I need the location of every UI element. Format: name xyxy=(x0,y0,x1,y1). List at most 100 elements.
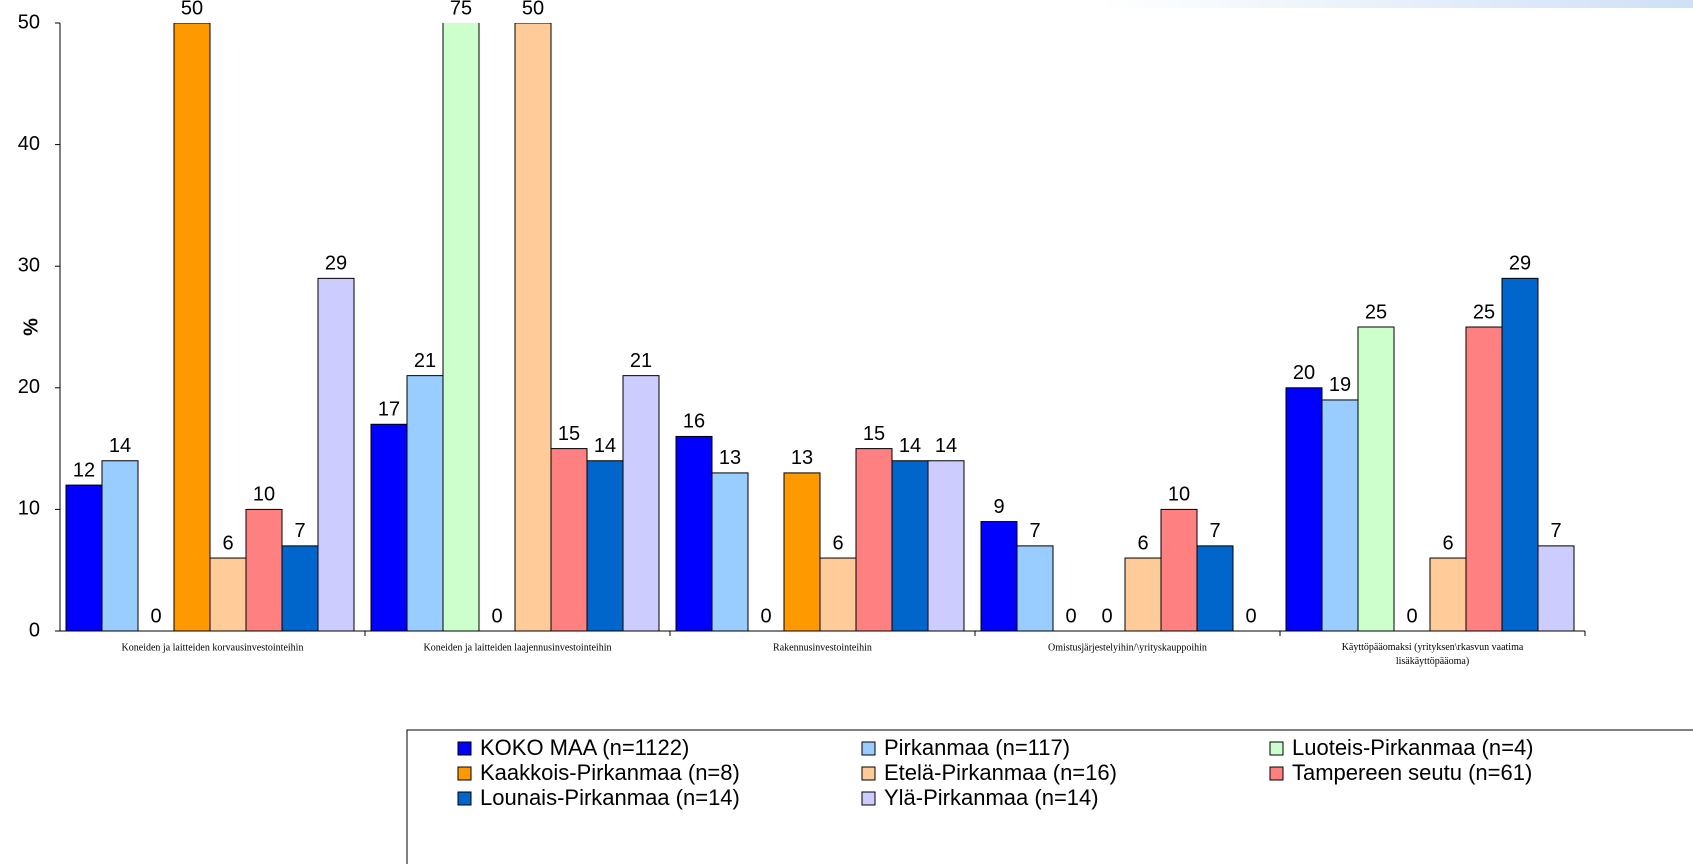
bar xyxy=(711,472,749,632)
value-label: 75 xyxy=(450,0,472,19)
value-label: 7 xyxy=(294,520,305,542)
bar xyxy=(1429,557,1467,632)
value-label: 29 xyxy=(325,253,347,275)
legend-swatch xyxy=(1269,766,1284,781)
value-label: 21 xyxy=(414,350,436,372)
x-tick-label: Koneiden ja laitteiden laajennusinvestoi… xyxy=(423,642,611,653)
bar xyxy=(1501,277,1539,632)
value-label: 6 xyxy=(832,532,843,554)
bar xyxy=(1465,326,1503,632)
value-label: 0 xyxy=(1065,605,1076,627)
bar xyxy=(245,508,283,632)
value-label: 6 xyxy=(222,532,233,554)
bar xyxy=(819,557,857,632)
legend-label: Etelä-Pirkanmaa (n=16) xyxy=(884,760,1117,785)
value-label: 16 xyxy=(683,411,705,433)
value-label: 20 xyxy=(1293,362,1315,384)
value-label: 13 xyxy=(791,447,813,469)
legend-swatch xyxy=(861,741,876,756)
decoration xyxy=(1100,0,1693,8)
bar xyxy=(514,23,552,632)
y-tick-label: 40 xyxy=(18,133,40,155)
value-label: 14 xyxy=(899,435,921,457)
bar xyxy=(783,472,821,632)
legend-label: Kaakkois-Pirkanmaa (n=8) xyxy=(480,760,740,785)
bar xyxy=(980,521,1018,632)
bar xyxy=(209,557,247,632)
bar xyxy=(855,448,893,632)
value-label: 6 xyxy=(1137,532,1148,554)
y-tick-label: 30 xyxy=(18,254,40,276)
bar xyxy=(370,423,408,632)
legend-label: Tampereen seutu (n=61) xyxy=(1292,760,1532,785)
value-label: 0 xyxy=(1245,605,1256,627)
bar xyxy=(101,460,139,632)
bar xyxy=(1285,387,1323,632)
legend-swatch xyxy=(457,791,472,806)
legend xyxy=(406,729,1693,864)
value-label: 0 xyxy=(1406,605,1417,627)
bar xyxy=(586,460,624,632)
value-label: 50 xyxy=(522,0,544,19)
x-tick-label: Omistusjärjestelyihin/\yrityskauppoihin xyxy=(1048,642,1207,653)
y-axis-label: % xyxy=(20,318,42,336)
plot-area xyxy=(65,23,1575,632)
value-label: 21 xyxy=(630,350,652,372)
bar xyxy=(317,277,355,632)
bar xyxy=(622,375,660,632)
legend-swatch xyxy=(457,741,472,756)
value-label: 0 xyxy=(1101,605,1112,627)
legend-label: Luoteis-Pirkanmaa (n=4) xyxy=(1292,735,1534,760)
value-label: 25 xyxy=(1473,301,1495,323)
legend-swatch xyxy=(861,791,876,806)
bar xyxy=(891,460,929,632)
legend-label: KOKO MAA (n=1122) xyxy=(480,735,689,760)
bar xyxy=(65,484,103,632)
value-label: 17 xyxy=(378,399,400,421)
value-label: 25 xyxy=(1365,301,1387,323)
x-tick-label: Rakennusinvestointeihin xyxy=(773,642,872,653)
value-label: 12 xyxy=(73,459,95,481)
y-tick-label: 10 xyxy=(18,498,40,520)
value-label: 14 xyxy=(594,435,616,457)
bar xyxy=(1160,508,1198,632)
bar xyxy=(406,375,444,632)
bar xyxy=(1357,326,1395,632)
y-tick-label: 20 xyxy=(18,376,40,398)
value-label: 13 xyxy=(719,447,741,469)
y-tick-label: 0 xyxy=(29,619,40,641)
bar xyxy=(1321,399,1359,632)
legend-swatch xyxy=(457,766,472,781)
value-label: 10 xyxy=(253,484,275,506)
value-label: 14 xyxy=(109,435,131,457)
legend-label: Lounais-Pirkanmaa (n=14) xyxy=(480,785,740,810)
y-tick-label: 50 xyxy=(18,11,40,33)
value-label: 50 xyxy=(181,0,203,19)
value-label: 15 xyxy=(558,423,580,445)
bar xyxy=(927,460,965,632)
x-tick-label: Käyttöpääomaksi (yrityksen\rkasvun vaati… xyxy=(1342,642,1524,667)
legend-label: Pirkanmaa (n=117) xyxy=(884,735,1070,760)
value-label: 0 xyxy=(760,605,771,627)
value-label: 9 xyxy=(993,496,1004,518)
bar xyxy=(1196,545,1234,632)
value-label: 0 xyxy=(491,605,502,627)
bar xyxy=(281,545,319,632)
value-label: 6 xyxy=(1442,532,1453,554)
bar xyxy=(1537,545,1575,632)
bar xyxy=(1016,545,1054,632)
value-label: 19 xyxy=(1329,374,1351,396)
value-label: 10 xyxy=(1168,484,1190,506)
legend-swatch xyxy=(1269,741,1284,756)
bar xyxy=(550,448,588,632)
x-tick-label: Koneiden ja laitteiden korvausinvestoint… xyxy=(122,642,304,653)
bar xyxy=(675,435,713,632)
bar xyxy=(173,23,211,632)
value-label: 29 xyxy=(1509,253,1531,275)
legend-swatch xyxy=(861,766,876,781)
bar xyxy=(1124,557,1162,632)
bar xyxy=(442,23,480,632)
value-label: 0 xyxy=(150,605,161,627)
value-label: 15 xyxy=(863,423,885,445)
